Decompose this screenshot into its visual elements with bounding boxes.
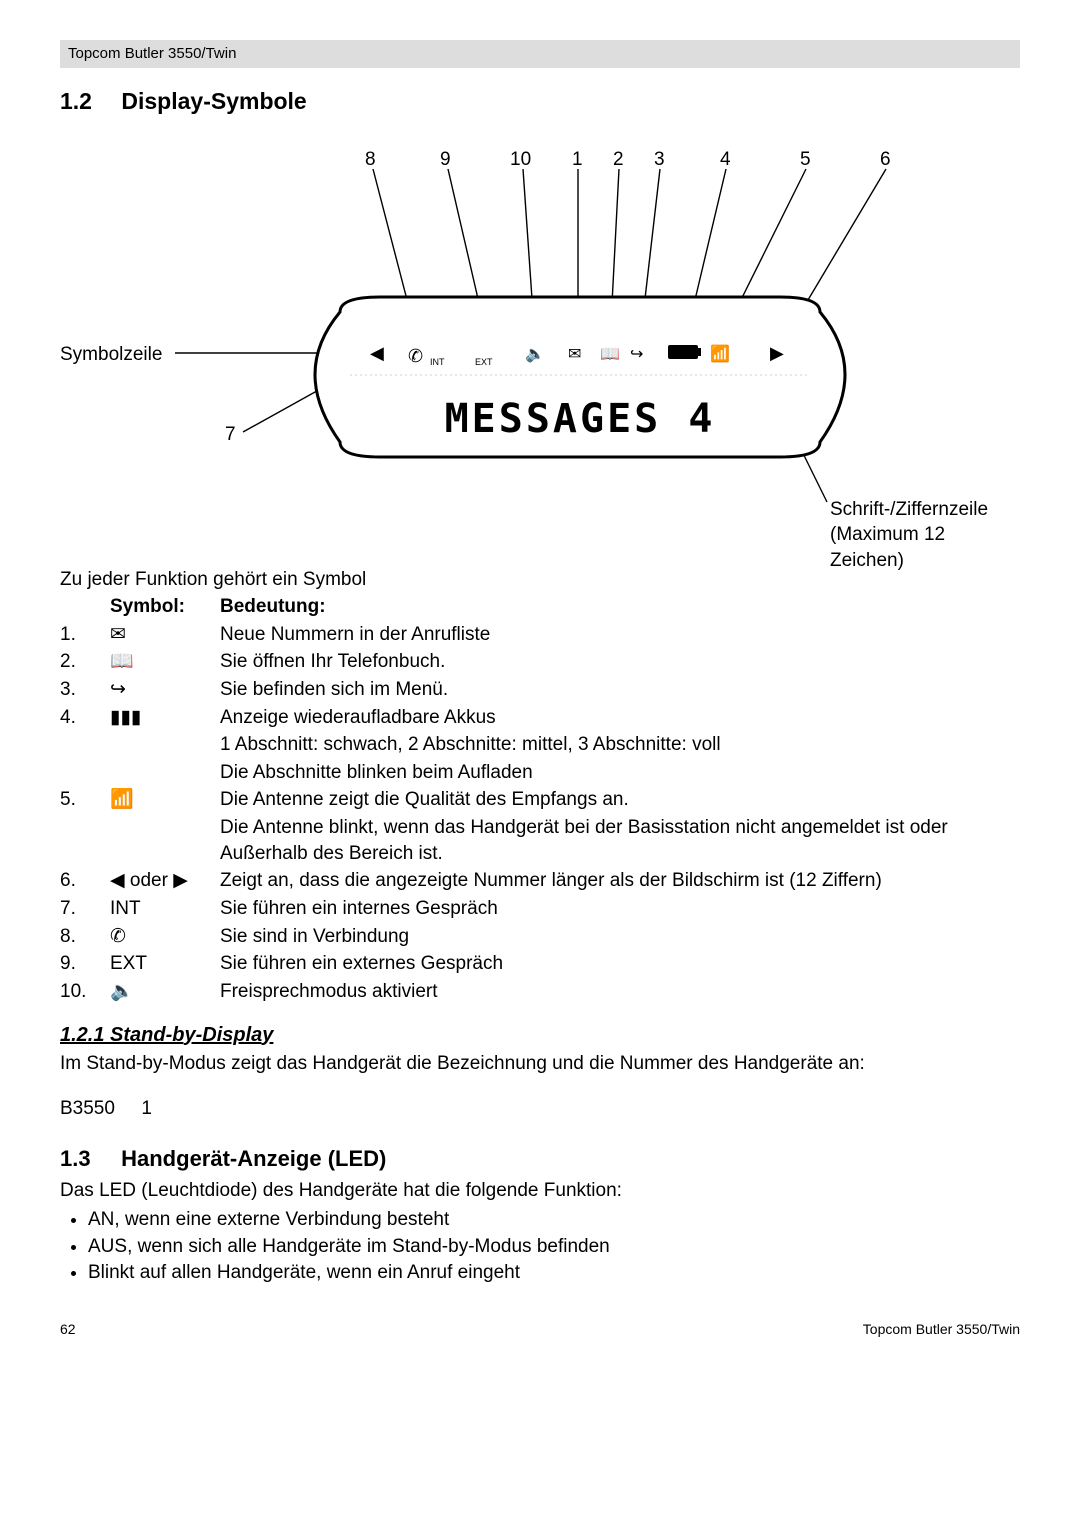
th-meaning: Bedeutung: <box>220 596 326 617</box>
table-row: 9.EXTSie führen ein externes Gespräch <box>60 950 1020 978</box>
standby-heading: 1.2.1 Stand-by-Display <box>60 1022 1020 1049</box>
table-row: 10.🔈Freisprechmodus aktiviert <box>60 978 1020 1006</box>
section-title: Display-Symbole <box>121 88 306 114</box>
section-title: Handgerät-Anzeige (LED) <box>121 1146 386 1171</box>
section-1-3-heading: 1.3 Handgerät-Anzeige (LED) <box>60 1144 1020 1174</box>
table-row: 1.✉Neue Nummern in der Anrufliste <box>60 621 1020 649</box>
ext-label: EXT <box>110 950 220 978</box>
table-row: Die Antenne blinkt, wenn das Handgerät b… <box>60 814 1020 867</box>
section-num: 1.2 <box>60 86 115 117</box>
section13-intro: Das LED (Leuchtdiode) des Handgeräte hat… <box>60 1178 1020 1204</box>
menu-icon: ↪ <box>110 676 220 704</box>
table-row: 6.◀ oder ▶Zeigt an, dass die angezeigte … <box>60 867 1020 895</box>
table-row: 8.✆Sie sind in Verbindung <box>60 923 1020 951</box>
svg-text:EXT: EXT <box>475 357 493 367</box>
section-1-2-heading: 1.2 Display-Symbole <box>60 86 1020 117</box>
header-bar: Topcom Butler 3550/Twin <box>60 40 1020 68</box>
diagram-svg: ◀ ✆ INT EXT 🔈 ✉ 📖 ↪ 📶 ▶ MESSAGES 4 <box>60 147 1020 557</box>
display-diagram: 8 9 10 1 2 3 4 5 6 Symbolzeile 7 Schrift… <box>60 147 1020 557</box>
table-row: 4.▮▮▮Anzeige wiederaufladbare Akkus <box>60 704 1020 732</box>
svg-text:▶: ▶ <box>770 343 784 363</box>
book-icon: 📖 <box>110 648 220 676</box>
svg-text:📶: 📶 <box>710 344 730 363</box>
table-row: 7.INTSie führen ein internes Gespräch <box>60 895 1020 923</box>
list-item: AUS, wenn sich alle Handgeräte im Stand-… <box>88 1234 1020 1260</box>
phone-icon: ✆ <box>110 923 220 951</box>
led-list: AN, wenn eine externe Verbindung besteht… <box>60 1207 1020 1286</box>
list-item: AN, wenn eine externe Verbindung besteht <box>88 1207 1020 1233</box>
section-num: 1.3 <box>60 1144 115 1174</box>
header-product: Topcom Butler 3550/Twin <box>68 45 236 62</box>
page-number: 62 <box>60 1320 76 1339</box>
th-symbol: Symbol: <box>110 596 185 617</box>
svg-text:INT: INT <box>430 357 445 367</box>
svg-text:✉: ✉ <box>568 346 581 363</box>
table-row: Die Abschnitte blinken beim Aufladen <box>60 759 1020 787</box>
svg-text:✆: ✆ <box>408 346 423 366</box>
antenna-icon: 📶 <box>110 786 220 814</box>
page-footer: 62 Topcom Butler 3550/Twin <box>60 1320 1020 1339</box>
standby-text: Im Stand-by-Modus zeigt das Handgerät di… <box>60 1051 1020 1077</box>
symbol-table: Symbol: Bedeutung: 1.✉Neue Nummern in de… <box>60 593 1020 1006</box>
table-row: 2.📖Sie öffnen Ihr Telefonbuch. <box>60 648 1020 676</box>
int-label: INT <box>110 895 220 923</box>
arrows-icon: ◀ oder ▶ <box>110 867 220 895</box>
lcd-text: MESSAGES 4 <box>445 396 716 442</box>
list-item: Blinkt auf allen Handgeräte, wenn ein An… <box>88 1260 1020 1286</box>
battery-icon: ▮▮▮ <box>110 704 220 732</box>
table-row: 1 Abschnitt: schwach, 2 Abschnitte: mitt… <box>60 731 1020 759</box>
table-row: 5.📶Die Antenne zeigt die Qualität des Em… <box>60 786 1020 814</box>
envelope-icon: ✉ <box>110 621 220 649</box>
svg-text:📖: 📖 <box>600 346 620 363</box>
speaker-icon: 🔈 <box>110 978 220 1006</box>
footer-product: Topcom Butler 3550/Twin <box>863 1320 1020 1339</box>
svg-text:↪: ↪ <box>630 346 643 363</box>
svg-text:🔈: 🔈 <box>525 346 545 363</box>
table-row: 3.↪Sie befinden sich im Menü. <box>60 676 1020 704</box>
svg-text:◀: ◀ <box>370 343 384 363</box>
standby-code: B3550 1 <box>60 1096 1020 1122</box>
